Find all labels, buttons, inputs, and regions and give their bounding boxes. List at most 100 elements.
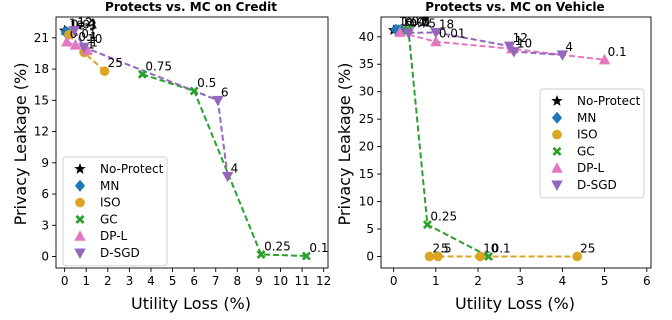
dp-l-point (598, 53, 611, 65)
data-label: 0.75 (409, 16, 436, 30)
vehicle-chart-panel: Protects vs. MC on Vehicle Utility Loss … (335, 0, 652, 313)
data-label: 4 (565, 40, 573, 54)
y-tick-label: 20 (359, 140, 374, 154)
legend-label: ISO (577, 128, 598, 142)
data-label: 12 (77, 16, 92, 30)
data-label: 10 (483, 241, 498, 255)
legend-label: MN (577, 111, 596, 125)
legend-marker-iso (552, 129, 562, 140)
y-tick-label: 18 (34, 62, 49, 76)
legend-label: GC (100, 212, 118, 226)
data-label: 10 (517, 37, 532, 51)
x-tick-label: 11 (294, 274, 309, 288)
data-label: 6 (221, 85, 229, 99)
x-tick-label: 0 (390, 274, 398, 288)
x-tick-label: 10 (273, 274, 288, 288)
data-label: 5 (441, 241, 449, 255)
iso-point (572, 251, 582, 262)
gc-point (422, 220, 432, 230)
plot-frame (55, 16, 329, 269)
dp-l-point (69, 39, 82, 50)
legend-label: No-Protect (100, 162, 164, 176)
legend-label: ISO (100, 196, 121, 210)
x-tick-label: 6 (190, 274, 198, 288)
x-tick-label: 5 (169, 274, 177, 288)
legend-label: D-SGD (100, 246, 140, 260)
data-label: 1 (87, 37, 95, 51)
iso-point (433, 251, 443, 262)
data-label: 1 (515, 34, 523, 48)
plot-frame (380, 16, 652, 269)
legend-marker-mn (74, 179, 86, 192)
legend-label: No-Protect (577, 94, 641, 108)
data-label: 18 (439, 17, 454, 31)
y-tick-label: 40 (359, 30, 374, 44)
y-tick-label: 12 (34, 125, 49, 139)
data-label: 0.25 (264, 239, 291, 253)
data-label: 25 (580, 241, 595, 255)
x-tick-label: 4 (559, 274, 567, 288)
data-label: 10 (87, 32, 102, 46)
iso-point (475, 251, 485, 262)
dp-l-point (430, 35, 442, 47)
d-sgd-series-line (73, 30, 229, 177)
y-tick-label: 3 (41, 218, 49, 232)
iso-point (424, 251, 435, 262)
gc-point (256, 249, 266, 259)
data-label: 0.1 (309, 241, 328, 255)
legend-marker-d-sgd (551, 180, 563, 191)
y-tick-label: 6 (41, 187, 49, 201)
data-label: 1e-4 (399, 15, 426, 29)
d-sgd-point (212, 95, 224, 107)
legend-marker-no-protect (74, 163, 86, 174)
data-label: 0.1 (608, 45, 627, 59)
data-label: 25 (108, 56, 123, 70)
gc-point (189, 86, 199, 96)
y-tick-label: 0 (41, 250, 49, 264)
y-tick-label: 10 (359, 195, 374, 209)
legend-label: MN (100, 179, 119, 193)
y-tick-label: 30 (359, 85, 374, 99)
data-label: 1e-3 (402, 15, 429, 29)
data-label: 12 (513, 31, 528, 45)
legend-box (539, 88, 645, 199)
y-axis-label: Privacy Leakage (%) (11, 63, 30, 226)
legend-marker-d-sgd (74, 248, 86, 259)
chart-title: Protects vs. MC on Credit (105, 0, 277, 14)
d-sgd-point (430, 27, 442, 39)
data-label: 0.75 (145, 59, 172, 73)
x-tick-label: 2 (474, 274, 482, 288)
d-sgd-point (221, 171, 234, 183)
data-label: 0.5 (411, 15, 430, 29)
chart-title: Protects vs. MC on Vehicle (425, 0, 604, 14)
plot-area: 1e-41e-30.012.55 10 250.750.50.250.10.0110… (387, 15, 627, 262)
legend-marker-iso (75, 197, 85, 208)
x-tick-label: 4 (147, 274, 155, 288)
x-tick-label: 7 (212, 274, 220, 288)
x-tick-label: 3 (516, 274, 524, 288)
d-sgd-point (503, 41, 516, 53)
d-sgd-point (68, 26, 81, 37)
x-tick-label: 0 (61, 274, 69, 288)
legend-box (62, 156, 168, 267)
iso-point (99, 66, 110, 76)
d-sgd-point (508, 47, 520, 58)
data-label: 0.01 (439, 27, 466, 41)
data-label: 0.25 (430, 210, 457, 224)
data-label: 0.1 (492, 241, 511, 255)
y-tick-label: 0 (366, 249, 374, 263)
legend-marker-mn (551, 111, 563, 124)
x-axis-label: Utility Loss (%) (455, 294, 575, 313)
y-tick-label: 21 (34, 31, 49, 45)
y-axis-label: Privacy Leakage (%) (335, 63, 354, 226)
data-label: 4 (231, 161, 239, 175)
x-tick-label: 3 (126, 274, 134, 288)
gc-point (484, 251, 494, 261)
d-sgd-point (78, 42, 90, 54)
x-tick-label: 1 (432, 274, 440, 288)
gc-point (301, 251, 311, 261)
y-tick-label: 15 (34, 93, 49, 107)
x-tick-label: 2 (104, 274, 112, 288)
